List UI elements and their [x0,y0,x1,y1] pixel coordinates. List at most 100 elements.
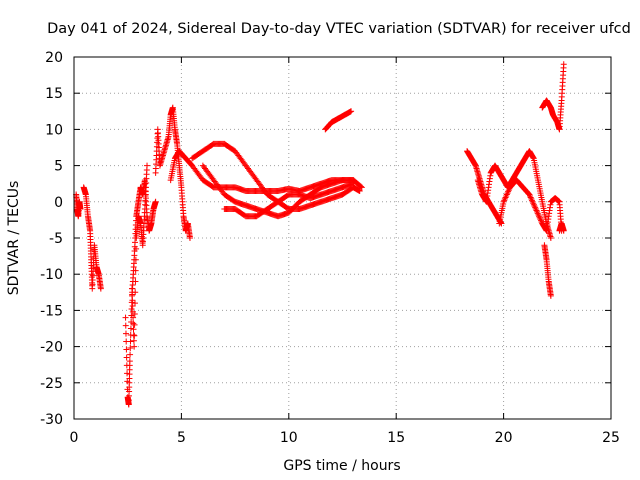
data-point [531,203,538,210]
data-point [127,351,134,358]
series-arc-p [556,220,567,234]
data-point [130,326,137,333]
data-point [500,198,507,205]
y-tick-label: -5 [49,231,63,247]
data-point [527,194,534,201]
data-point [122,314,129,321]
plot-frame [73,56,612,420]
data-point [532,204,539,211]
data-point [152,198,159,205]
x-tick-label: 10 [280,430,298,446]
y-axis-label: SDTVAR / TECUs [6,181,22,296]
data-point [128,305,135,312]
data-point [529,198,536,205]
data-point [560,227,567,234]
data-point [528,197,535,204]
data-point [132,267,139,274]
data-point [132,300,139,307]
data-point [130,337,137,344]
data-point [533,207,540,214]
data-point [534,208,541,215]
data-point [77,206,84,213]
x-tick-label: 5 [177,430,186,446]
y-tick-label: -30 [40,412,63,428]
data-point [530,200,537,207]
data-point [126,358,133,365]
data-point [536,214,543,221]
series-arc-b [80,184,104,292]
data-point [127,325,134,332]
series-arc-i [221,180,357,220]
y-tick-label: 10 [45,122,63,138]
series-arc-n [539,61,567,133]
data-point [129,291,136,298]
data-point [122,322,129,329]
series-arc-d [128,162,151,350]
x-axis-label: GPS time / hours [283,458,400,474]
data-point [530,201,537,208]
data-point [501,197,508,204]
data-point [526,191,533,198]
data-point [357,183,364,190]
data-point [505,188,512,195]
data-point [130,320,137,327]
data-point [503,191,510,198]
x-tick-label: 25 [602,430,620,446]
y-tick-label: 0 [54,195,63,211]
y-tick-label: 15 [45,86,63,102]
data-point [505,187,512,194]
y-tick-label: -15 [40,303,63,319]
data-point [132,289,139,296]
chart-title: Day 041 of 2024, Sidereal Day-to-day VTE… [47,21,631,37]
data-point [532,206,539,213]
y-tick-label: 5 [54,159,63,175]
y-tick-label: -25 [40,376,63,392]
data-point [127,345,134,352]
data-point [132,256,139,263]
data-point [131,332,138,339]
data-point [144,162,151,169]
data-point [501,195,508,202]
data-point [97,285,104,292]
data-point [186,235,193,241]
x-tick-label: 15 [387,430,405,446]
series-arc-o [541,242,554,299]
data-point [356,187,363,194]
series-arc-c [122,177,159,408]
data-point [127,338,134,345]
data-point [560,61,567,68]
data-point [528,195,535,202]
x-tick-label: 20 [495,430,513,446]
data-marks [73,61,567,408]
x-tick-label: 0 [70,430,79,446]
data-point [535,211,542,218]
data-point [503,193,510,200]
series-arc-m [496,177,565,234]
data-point [129,297,136,304]
y-axis-ticks: -30 -25 -20 -15 -10 -5 0 5 10 15 20 [40,50,611,428]
grid-lines [74,57,611,419]
data-point [123,346,130,353]
data-point [133,245,140,252]
data-point [348,108,355,115]
data-point [358,184,365,191]
y-tick-label: -10 [40,267,63,283]
data-point [547,235,554,241]
data-point [131,321,138,328]
data-point [130,314,137,321]
data-point [537,216,544,223]
data-point [132,278,139,285]
data-point [527,193,534,200]
series-arc-a [73,191,84,220]
data-point [131,311,138,318]
y-tick-label: -20 [40,340,63,356]
y-tick-label: 20 [45,50,63,66]
data-point [350,180,357,187]
data-point [504,190,511,197]
series-arc-g [189,140,363,213]
series-arc-k [464,148,505,227]
data-point [547,292,554,299]
data-point [130,332,137,339]
data-point [123,354,130,361]
